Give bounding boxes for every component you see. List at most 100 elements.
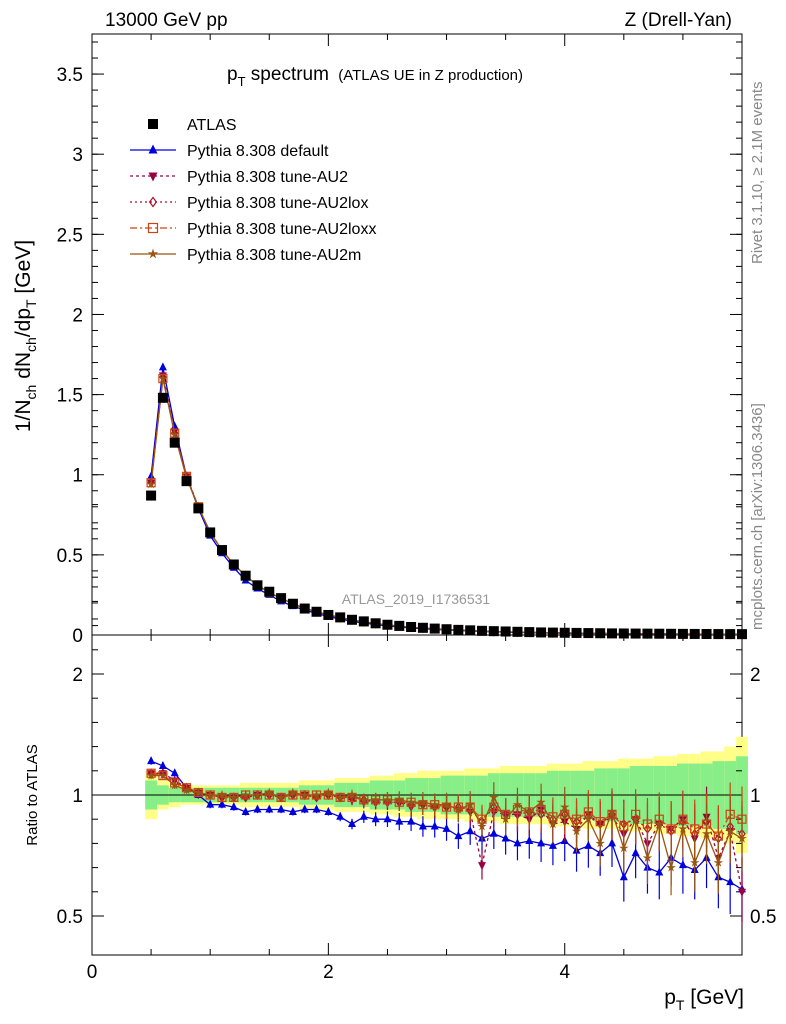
data-point: [148, 172, 158, 182]
data-point: [489, 792, 499, 802]
main-series-layer: [146, 362, 747, 640]
data-point: [288, 787, 298, 797]
data-point: [158, 373, 168, 383]
data-point: [253, 804, 262, 813]
data-point: [394, 794, 404, 804]
x-axis-label: pT [GeV]: [664, 986, 744, 1013]
data-point: [157, 392, 168, 403]
data-point: [559, 627, 570, 638]
data-point: [584, 840, 593, 849]
data-point: [536, 797, 546, 807]
data-point: [205, 527, 216, 538]
y-tick-label: 3.5: [57, 65, 83, 86]
ratio-y-tick-label-right: 1: [750, 786, 761, 807]
data-point: [465, 799, 475, 809]
data-point: [335, 792, 345, 802]
data-point: [287, 598, 298, 609]
y-axis-label-ratio: Ratio to ATLAS: [24, 744, 41, 845]
data-point: [537, 838, 546, 847]
legend: ATLAS Pythia 8.308 default Pythia 8.308 tu…: [130, 117, 376, 264]
data-point: [240, 790, 251, 799]
data-point: [608, 838, 616, 847]
data-point: [406, 621, 417, 632]
data-point: [205, 790, 215, 799]
data-point: [548, 819, 558, 829]
data-point: [737, 833, 747, 843]
data-point: [240, 570, 251, 581]
data-point: [618, 628, 629, 639]
title-small: (ATLAS UE in Z production): [338, 67, 523, 84]
header-right-label: Z (Drell-Yan): [625, 10, 732, 31]
data-point: [406, 797, 416, 807]
data-point: [323, 609, 334, 620]
data-point: [737, 629, 747, 640]
data-point: [170, 429, 180, 439]
data-point: [713, 857, 724, 867]
data-point: [241, 806, 250, 815]
data-point: [288, 806, 297, 815]
data-point: [690, 857, 700, 867]
data-point: [147, 248, 159, 259]
data-point: [666, 862, 676, 872]
data-point: [429, 623, 440, 634]
data-point: [477, 821, 487, 831]
data-point: [146, 479, 156, 489]
data-point: [418, 821, 427, 830]
data-point: [512, 626, 523, 637]
data-point: [147, 756, 156, 765]
data-point: [158, 770, 168, 780]
data-point: [619, 843, 629, 853]
data-point: [607, 806, 617, 816]
data-point: [312, 804, 321, 813]
data-point: [465, 625, 476, 636]
data-point: [500, 626, 511, 637]
data-point: [701, 629, 712, 640]
data-point: [607, 628, 617, 639]
data-point: [370, 794, 381, 804]
axis-ticks: 0 2 4 0 0.5 1 1.5 2 2.5 3 3.5 0.5 1 2 0.5 1 2: [57, 34, 776, 983]
data-point: [169, 437, 180, 448]
ratio-y-tick-label-left: 0.5: [57, 907, 83, 928]
legend-label: Pythia 8.308 tune-AU2loxx: [187, 221, 376, 238]
legend-label: Pythia 8.308 default: [187, 143, 329, 160]
data-point: [335, 612, 346, 623]
data-point: [276, 593, 287, 604]
data-point: [371, 814, 380, 823]
data-point: [300, 790, 310, 799]
data-point: [595, 628, 606, 639]
data-point: [228, 559, 239, 570]
ratio-y-tick-label-left: 1: [72, 786, 83, 807]
data-point: [513, 838, 522, 847]
data-point: [252, 580, 263, 591]
data-point: [441, 799, 452, 809]
data-point: [407, 816, 416, 825]
data-point: [583, 814, 594, 824]
data-point: [383, 814, 392, 823]
data-point: [395, 816, 404, 825]
data-point: [678, 823, 688, 833]
y-tick-label: 0: [72, 626, 83, 647]
y-tick-label: 2.5: [57, 225, 83, 246]
data-point: [583, 628, 594, 639]
legend-label: Pythia 8.308 tune-AU2: [187, 169, 348, 186]
data-point: [642, 628, 653, 639]
ratio-y-tick-label-right: 2: [750, 665, 761, 686]
data-point: [252, 790, 263, 799]
data-point: [170, 780, 180, 790]
ratio-series-layer: [146, 756, 747, 925]
x-tick-label: 0: [87, 962, 98, 983]
y-tick-label: 2: [72, 305, 83, 326]
data-point: [477, 625, 487, 636]
data-point: [442, 823, 451, 832]
y-tick-label: 0.5: [57, 546, 83, 567]
y-tick-label: 3: [72, 145, 83, 166]
data-point: [430, 799, 440, 809]
data-point: [690, 824, 700, 834]
data-point: [311, 606, 322, 617]
header-left-label: 13000 GeV pp: [105, 10, 228, 31]
data-point: [394, 620, 405, 631]
data-point: [193, 787, 204, 797]
data-point: [689, 628, 700, 639]
plot-title: pT spectrum (ATLAS UE in Z production): [227, 64, 523, 89]
data-point: [299, 603, 310, 614]
